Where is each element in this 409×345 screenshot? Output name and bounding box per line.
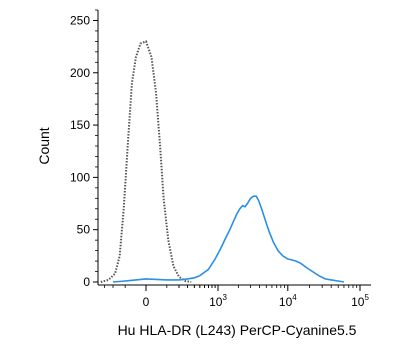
y-tick-label: 150 <box>70 118 90 132</box>
y-axis-title: Count <box>36 127 52 164</box>
y-tick-label: 250 <box>70 13 90 27</box>
x-axis-title: Hu HLA-DR (L243) PerCP-Cyanine5.5 <box>118 322 357 338</box>
x-tick-label: 105 <box>351 293 369 309</box>
histogram-curve-control <box>100 40 192 283</box>
y-tick-label: 0 <box>83 275 90 289</box>
y-tick-label: 200 <box>70 66 90 80</box>
x-tick-label: 103 <box>209 293 227 309</box>
x-tick-label: 0 <box>143 295 150 309</box>
histogram-curve-stained <box>112 195 345 283</box>
histogram-curves <box>100 40 345 283</box>
chart-tick-labels: 0 50 100 150 200 250 0 103 104 105 <box>70 13 369 309</box>
x-tick-label: 104 <box>279 293 297 309</box>
y-tick-label: 50 <box>77 223 91 237</box>
y-tick-label: 100 <box>70 170 90 184</box>
chart-axes <box>93 9 371 291</box>
